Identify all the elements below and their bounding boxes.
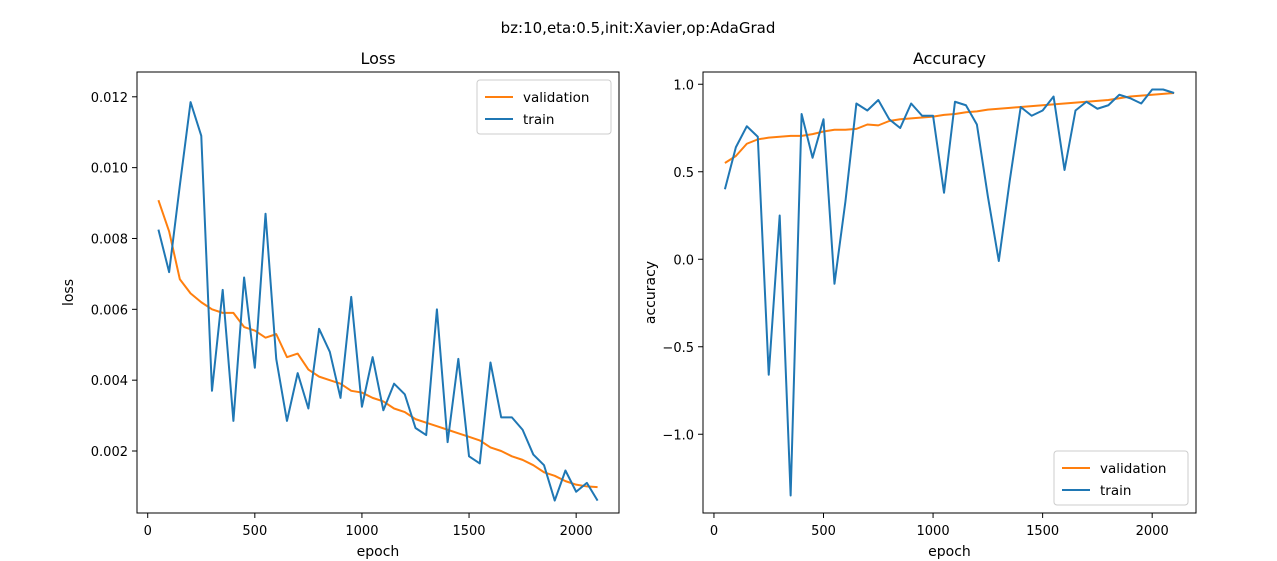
y-tick-label: 0.5 [673, 166, 694, 181]
series-line-validation [724, 92, 1175, 164]
y-tick-label: 0.002 [91, 445, 128, 460]
x-tick-label: 500 [811, 524, 836, 539]
y-tick-label: 0.010 [91, 162, 128, 177]
legend-label-validation: validation [523, 90, 589, 106]
series-line-train [157, 101, 599, 502]
x-axis-label: epoch [357, 544, 400, 560]
y-axis-label: loss [61, 279, 77, 306]
plot-frame [136, 71, 620, 514]
legend-box [476, 79, 612, 135]
legend-label-train: train [523, 112, 554, 128]
legend: validation train [476, 79, 612, 135]
y-axis-label: accuracy [643, 261, 659, 324]
y-tick-label: 0.004 [91, 374, 128, 389]
legend-label-train: train [1100, 483, 1131, 499]
chart-loss: Loss 0 500 1000 1500 2000 0.002 0.004 0.006 0.008… [61, 49, 620, 560]
y-tick-label: 0.008 [91, 232, 128, 247]
chart-title: Accuracy [913, 49, 986, 68]
series-line-train [723, 88, 1175, 497]
y-tick-label: 0.0 [673, 253, 694, 268]
subplots: Loss 0 500 1000 1500 2000 0.002 0.004 0.006 0.008… [61, 49, 1197, 560]
x-axis-label: epoch [928, 544, 971, 560]
x-tick-label: 500 [242, 524, 267, 539]
x-tick-label: 1500 [452, 524, 485, 539]
x-tick-label: 2000 [1136, 524, 1169, 539]
legend-label-validation: validation [1100, 461, 1166, 477]
x-tick-label: 0 [144, 524, 152, 539]
x-tick-label: 1000 [345, 524, 378, 539]
chart-title: Loss [360, 49, 395, 68]
plot-frame [702, 71, 1197, 514]
y-tick-label: −0.5 [662, 341, 694, 356]
legend: validation train [1053, 450, 1189, 506]
chart-accuracy: Accuracy 0 500 1000 1500 2000 −1.0 −0.5 0.0 0.5 1.… [643, 49, 1197, 560]
x-tick-label: 2000 [560, 524, 593, 539]
series-line-validation [157, 199, 598, 489]
y-tick-label: 0.012 [91, 91, 128, 106]
y-tick-label: 1.0 [673, 78, 694, 93]
x-tick-label: 1000 [917, 524, 950, 539]
y-tick-label: −1.0 [662, 428, 694, 443]
figure-suptitle: bz:10,eta:0.5,init:Xavier,op:AdaGrad [501, 19, 776, 37]
y-tick-label: 0.006 [91, 303, 128, 318]
legend-box [1053, 450, 1189, 506]
x-tick-label: 1500 [1026, 524, 1059, 539]
x-tick-label: 0 [710, 524, 718, 539]
